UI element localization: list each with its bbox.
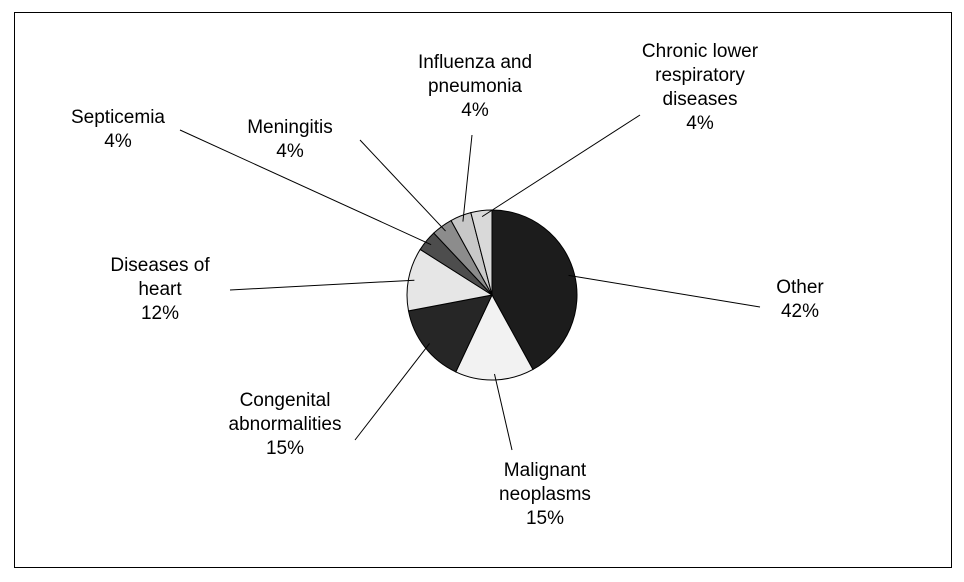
value-label: 15%	[525, 508, 565, 529]
value-label: 4%	[461, 100, 489, 121]
leader-line	[354, 343, 430, 441]
slice-label: Diseases of heart 12%	[95, 254, 225, 326]
slice-label: Chronic lower respiratory diseases 4%	[615, 40, 785, 136]
value-label: 12%	[140, 303, 180, 324]
category-label: Meningitis	[247, 117, 333, 138]
category-label: Other	[776, 277, 824, 298]
category-label: Influenza and pneumonia	[417, 52, 533, 97]
leader-line	[229, 279, 415, 291]
slice-label: Congenital abnormalities 15%	[210, 389, 360, 461]
value-label: 4%	[686, 113, 714, 134]
leader-line	[493, 373, 513, 451]
leader-line	[359, 139, 446, 232]
slice-label: Meningitis 4%	[230, 116, 350, 164]
leader-line	[481, 114, 641, 218]
value-label: 4%	[276, 141, 304, 162]
leader-line	[179, 129, 432, 246]
slice-label: Other 42%	[740, 276, 860, 324]
category-label: Diseases of heart	[110, 255, 210, 300]
category-label: Septicemia	[71, 107, 165, 128]
category-label: Malignant neoplasms	[499, 460, 591, 505]
value-label: 4%	[104, 131, 132, 152]
pie-slice	[406, 248, 494, 312]
pie-slice	[491, 209, 578, 371]
value-label: 42%	[780, 301, 820, 322]
slice-label: Malignant neoplasms 15%	[475, 459, 615, 531]
category-label: Chronic lower respiratory diseases	[641, 41, 759, 110]
pie-slice	[407, 294, 493, 373]
leader-line	[462, 134, 473, 222]
leader-line	[568, 274, 761, 308]
category-label: Congenital abnormalities	[228, 390, 342, 435]
value-label: 15%	[265, 438, 305, 459]
slice-label: Septicemia 4%	[58, 106, 178, 154]
pie-slice	[455, 293, 534, 381]
slice-label: Influenza and pneumonia 4%	[405, 51, 545, 123]
